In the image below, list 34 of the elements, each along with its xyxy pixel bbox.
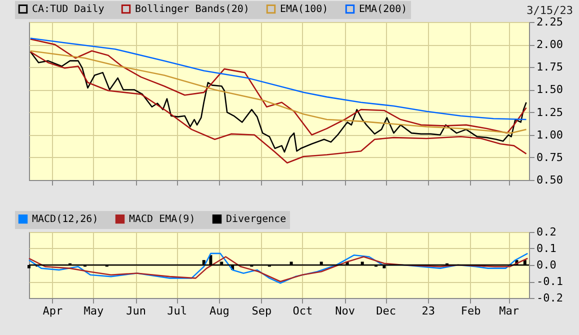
x-tick-label: May (84, 304, 104, 318)
x-tick-label: Mar (499, 304, 520, 318)
legend-label: MACD EMA(9) (129, 214, 196, 226)
y-tick-label: 1.50 (536, 83, 563, 96)
y-tick-label: 0.2 (536, 226, 556, 238)
legend-label: EMA(100) (280, 4, 328, 16)
y-tick-label: 0.75 (536, 150, 563, 164)
legend-label: EMA(200) (359, 4, 408, 16)
text: 3/15/23 (526, 4, 573, 17)
y-tick-label: 0.0 (536, 258, 556, 272)
x-tick-label: Nov (335, 304, 356, 318)
x-tick-label: Apr (42, 304, 64, 318)
y-tick-label: 1.75 (536, 60, 563, 74)
x-tick-label: Sep (252, 304, 272, 318)
legend-label: Bollinger Bands(20) (135, 4, 250, 16)
legend-label: CA:TUD Daily (32, 4, 104, 16)
x-tick-label: Feb (460, 304, 481, 318)
y-tick-label: -0.2 (536, 292, 563, 304)
y-tick-label: -0.1 (536, 275, 563, 288)
line-series (30, 38, 527, 120)
x-tick-label: Aug (209, 304, 230, 318)
y-tick-label: 2.00 (536, 38, 563, 52)
y-tick-label: 1.25 (536, 106, 563, 119)
x-tick-label: Jun (126, 304, 146, 318)
x-tick-label: Oct (292, 304, 313, 318)
x-tick-label: Dec (376, 304, 396, 318)
y-tick-label: 1.00 (536, 128, 563, 142)
y-tick-label: 2.25 (536, 16, 563, 28)
x-tick-label: Jul (167, 304, 187, 318)
x-tick-label: 23 (422, 304, 436, 318)
y-tick-label: 0.1 (536, 242, 556, 255)
legend-label: MACD(12,26) (32, 214, 98, 226)
legend-label: Divergence (226, 214, 286, 226)
y-tick-label: 0.50 (536, 174, 563, 186)
